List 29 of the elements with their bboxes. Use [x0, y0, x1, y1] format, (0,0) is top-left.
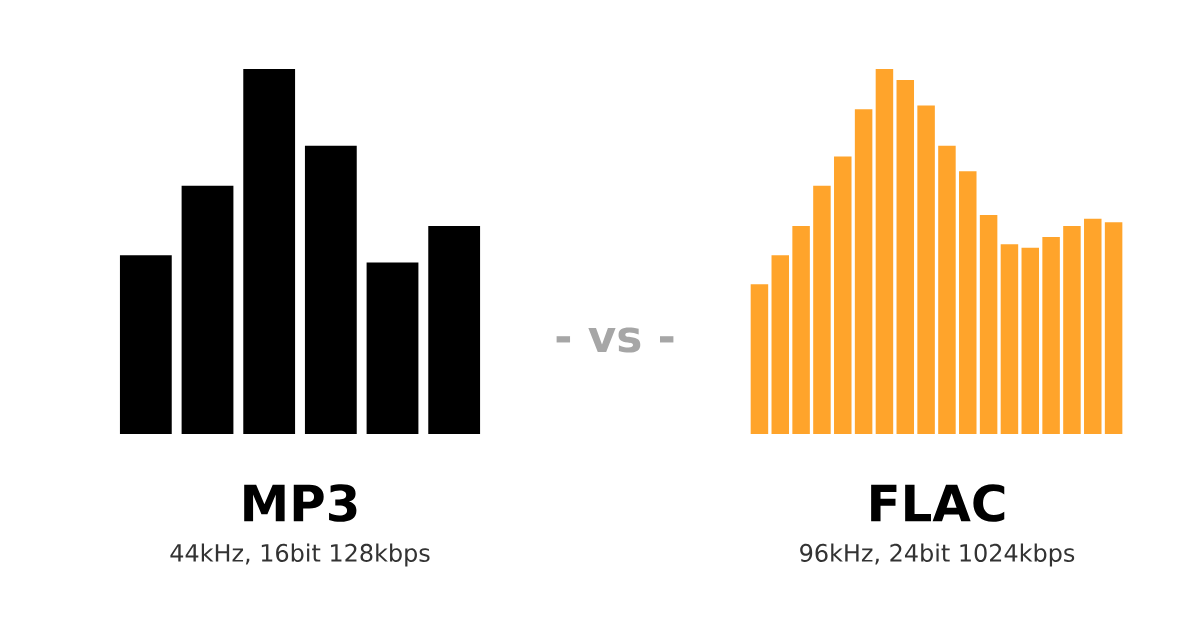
text: MP3 [244, 484, 357, 522]
bar [834, 156, 852, 434]
bar [1021, 247, 1040, 434]
bar [366, 262, 419, 434]
bar [917, 105, 935, 434]
bar [792, 225, 810, 434]
bar [243, 68, 296, 434]
bar [304, 145, 357, 434]
bar [1000, 244, 1019, 434]
text: 96kHz, 24bit 1024kbps [800, 543, 1075, 567]
bar [750, 284, 769, 434]
bar [896, 79, 915, 434]
text: FLAC [871, 484, 1005, 522]
bar [1042, 236, 1060, 434]
bar [813, 185, 831, 434]
text: 44kHz, 16bit 128kbps [170, 543, 430, 567]
bar [854, 109, 873, 434]
bar [1104, 222, 1123, 434]
bar [1084, 218, 1102, 434]
bar [979, 215, 998, 434]
bar [181, 185, 234, 434]
bar [938, 145, 956, 434]
bar [771, 255, 790, 434]
bar [428, 225, 481, 434]
bar [1063, 225, 1081, 434]
bar [119, 255, 172, 434]
bar [959, 171, 977, 434]
text: - vs - [556, 327, 674, 353]
bar [875, 68, 894, 434]
